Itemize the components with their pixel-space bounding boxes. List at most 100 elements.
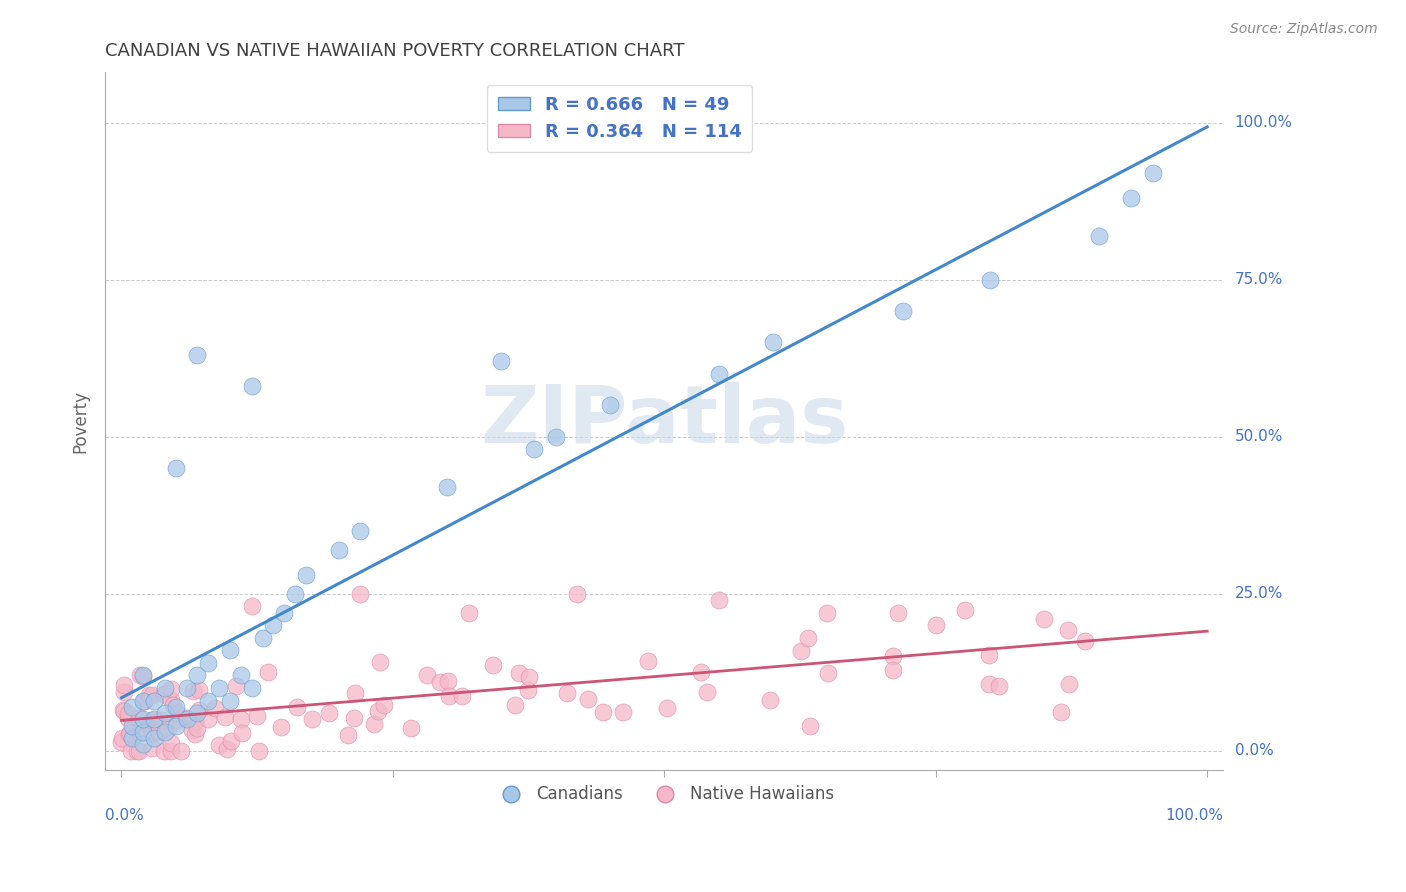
Point <box>112 704 135 718</box>
Text: 100.0%: 100.0% <box>1234 115 1292 130</box>
Point <box>129 668 152 682</box>
Point <box>882 649 904 664</box>
Point <box>523 442 546 457</box>
Point <box>153 725 176 739</box>
Point <box>121 699 143 714</box>
Point <box>138 688 160 702</box>
Point <box>790 644 813 658</box>
Point <box>132 738 155 752</box>
Point <box>162 698 184 713</box>
Point <box>215 741 238 756</box>
Point <box>401 721 423 735</box>
Point <box>187 704 209 718</box>
Point <box>121 731 143 746</box>
Point <box>127 744 149 758</box>
Point <box>373 698 395 713</box>
Text: 75.0%: 75.0% <box>1234 272 1282 287</box>
Point <box>229 712 252 726</box>
Point <box>368 655 391 669</box>
Point <box>263 618 285 632</box>
Text: 50.0%: 50.0% <box>1234 429 1282 444</box>
Point <box>987 679 1010 693</box>
Point <box>214 710 236 724</box>
Point <box>1050 705 1073 719</box>
Point <box>925 618 948 632</box>
Point <box>148 723 170 738</box>
Point <box>458 606 481 620</box>
Point <box>141 726 163 740</box>
Point <box>132 693 155 707</box>
Point <box>508 665 530 680</box>
Point <box>240 681 263 695</box>
Point <box>132 694 155 708</box>
Point <box>891 304 914 318</box>
Point <box>208 681 231 695</box>
Point <box>159 693 181 707</box>
Point <box>118 726 141 740</box>
Point <box>284 587 307 601</box>
Point <box>132 712 155 726</box>
Point <box>762 335 785 350</box>
Point <box>1087 228 1109 243</box>
Point <box>257 665 280 679</box>
Point <box>318 706 340 720</box>
Point <box>416 668 439 682</box>
Point <box>153 681 176 695</box>
Point <box>174 711 197 725</box>
Y-axis label: Poverty: Poverty <box>72 390 89 452</box>
Point <box>436 480 458 494</box>
Point <box>363 717 385 731</box>
Point <box>138 719 160 733</box>
Point <box>544 430 567 444</box>
Point <box>129 725 152 739</box>
Point <box>349 587 371 601</box>
Point <box>491 354 513 368</box>
Point <box>516 682 538 697</box>
Point <box>197 656 219 670</box>
Point <box>707 593 730 607</box>
Point <box>186 668 208 682</box>
Point <box>1074 634 1097 648</box>
Point <box>567 587 589 601</box>
Point <box>160 736 183 750</box>
Point <box>592 705 614 719</box>
Point <box>207 738 229 752</box>
Point <box>132 725 155 739</box>
Point <box>225 679 247 693</box>
Point <box>120 744 142 758</box>
Point <box>146 725 169 739</box>
Point <box>270 720 292 734</box>
Point <box>343 685 366 699</box>
Point <box>166 713 188 727</box>
Text: 0.0%: 0.0% <box>1234 743 1274 758</box>
Point <box>219 643 242 657</box>
Point <box>165 699 187 714</box>
Point <box>184 714 207 728</box>
Point <box>295 567 318 582</box>
Point <box>1057 677 1080 691</box>
Point <box>287 700 309 714</box>
Point <box>197 693 219 707</box>
Text: 0.0%: 0.0% <box>105 808 143 823</box>
Point <box>112 684 135 698</box>
Point <box>166 706 188 720</box>
Point <box>219 733 242 747</box>
Point <box>1121 191 1143 205</box>
Point <box>655 700 678 714</box>
Point <box>301 712 323 726</box>
Point <box>132 669 155 683</box>
Point <box>328 542 350 557</box>
Point <box>979 273 1001 287</box>
Point <box>336 729 359 743</box>
Point <box>367 704 389 718</box>
Point <box>799 719 821 733</box>
Point <box>118 727 141 741</box>
Point <box>141 688 163 702</box>
Legend: Canadians, Native Hawaiians: Canadians, Native Hawaiians <box>488 779 841 810</box>
Point <box>112 677 135 691</box>
Point <box>110 735 132 749</box>
Point <box>246 709 269 723</box>
Point <box>1142 166 1164 180</box>
Point <box>197 712 219 726</box>
Point <box>231 726 253 740</box>
